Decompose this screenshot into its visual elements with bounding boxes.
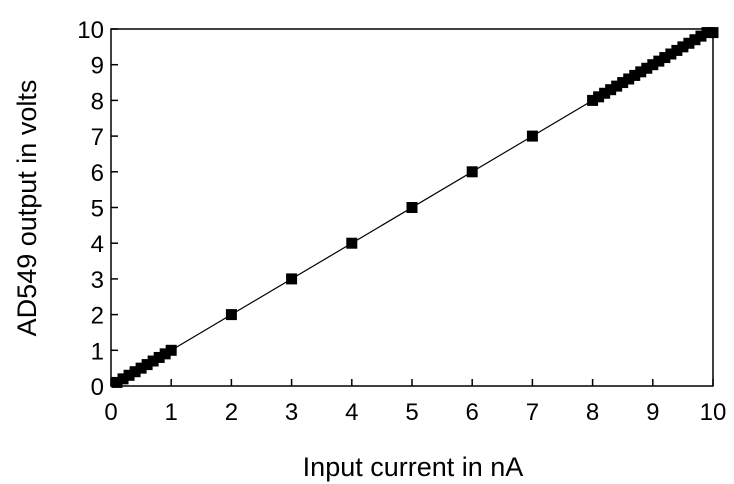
y-tick-label: 1 (91, 338, 104, 365)
x-axis-title: Input current in nA (303, 452, 524, 482)
data-point (406, 202, 418, 213)
data-point (659, 52, 671, 64)
data-point (286, 273, 298, 285)
data-point (111, 376, 123, 388)
data-point (677, 41, 689, 53)
x-tick-label: 5 (405, 399, 418, 426)
data-point (695, 30, 707, 42)
data-point (617, 77, 629, 89)
y-tick-label: 3 (91, 267, 104, 294)
data-point (605, 84, 617, 96)
y-tick-label: 5 (91, 196, 104, 223)
y-tick-label: 2 (91, 303, 104, 330)
x-tick-label: 3 (285, 399, 298, 426)
data-point (129, 366, 141, 378)
data-point (117, 373, 129, 385)
data-point (159, 348, 171, 360)
y-tick-label: 8 (91, 88, 104, 115)
data-point (629, 69, 641, 81)
data-point (141, 359, 153, 371)
data-point (623, 73, 635, 85)
x-tick-label: 8 (586, 399, 599, 426)
x-tick-label: 0 (104, 399, 117, 426)
data-point (466, 166, 478, 178)
y-tick-label: 4 (91, 231, 104, 258)
y-tick-label: 6 (91, 160, 104, 187)
x-tick-label: 2 (225, 399, 238, 426)
data-point (689, 34, 701, 46)
data-point (165, 344, 177, 356)
x-tick-label: 4 (345, 399, 358, 426)
data-point (346, 237, 358, 249)
data-point (665, 48, 677, 60)
data-point (123, 369, 135, 381)
y-tick-label: 9 (91, 53, 104, 80)
y-tick-label: 0 (91, 374, 104, 401)
data-point (153, 351, 165, 363)
y-axis-title: AD549 output in volts (12, 80, 42, 337)
data-point (641, 62, 653, 74)
data-point (653, 55, 665, 67)
data-point (587, 94, 599, 106)
data-point (225, 309, 237, 321)
x-tick-label: 9 (646, 399, 659, 426)
x-tick-label: 1 (165, 399, 178, 426)
data-point (707, 27, 719, 39)
x-tick-label: 6 (466, 399, 479, 426)
data-point (683, 37, 695, 49)
data-point (593, 91, 605, 103)
data-point (635, 66, 647, 78)
y-tick-label: 7 (91, 124, 104, 151)
data-point (671, 44, 683, 56)
data-point (599, 87, 611, 99)
x-tick-label: 10 (700, 399, 727, 426)
plot-area: 0 1 2 3 4 5 6 7 8 9 10 0 1 2 3 4 5 6 7 8 9 10 (77, 17, 726, 426)
data-point (526, 130, 538, 142)
x-tick-label: 7 (526, 399, 539, 426)
y-tick-label: 10 (77, 17, 104, 44)
data-point (147, 355, 159, 367)
data-point (647, 59, 659, 71)
data-point (135, 362, 147, 374)
data-point (701, 27, 713, 39)
data-point (611, 80, 623, 92)
